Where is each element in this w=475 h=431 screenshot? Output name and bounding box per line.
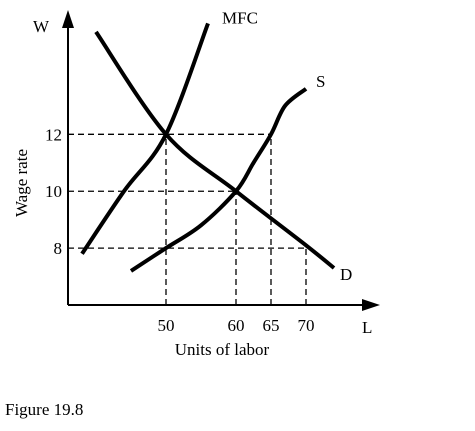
d-label: D <box>340 265 352 284</box>
x-axis-symbol: L <box>362 318 372 337</box>
x-tick-label: 60 <box>228 316 245 335</box>
y-axis-arrow-icon <box>62 10 74 28</box>
y-axis-symbol: W <box>33 17 50 36</box>
y-tick-label: 10 <box>45 182 62 201</box>
figure-caption: Figure 19.8 <box>5 400 84 419</box>
s-label: S <box>316 72 325 91</box>
y-tick-label: 8 <box>54 239 63 258</box>
mfc-label: MFC <box>222 8 258 27</box>
x-tick-label: 50 <box>158 316 175 335</box>
x-tick-label: 65 <box>263 316 280 335</box>
d-curve <box>94 30 336 270</box>
axes <box>62 10 380 311</box>
x-tick-label: 70 <box>298 316 315 335</box>
x-axis-label: Units of labor <box>175 340 270 359</box>
y-axis-label: Wage rate <box>12 149 31 217</box>
labor-market-chart: 50 60 65 70 8 10 12 MFC S D W L Units of labor W… <box>12 8 380 359</box>
s-curve <box>129 87 308 273</box>
tick-labels: 50 60 65 70 8 10 12 <box>45 125 315 335</box>
curves <box>80 22 336 273</box>
y-tick-label: 12 <box>45 125 62 144</box>
x-axis-arrow-icon <box>362 299 380 311</box>
series-labels: MFC S D <box>222 8 352 284</box>
mfc-curve <box>80 22 210 255</box>
